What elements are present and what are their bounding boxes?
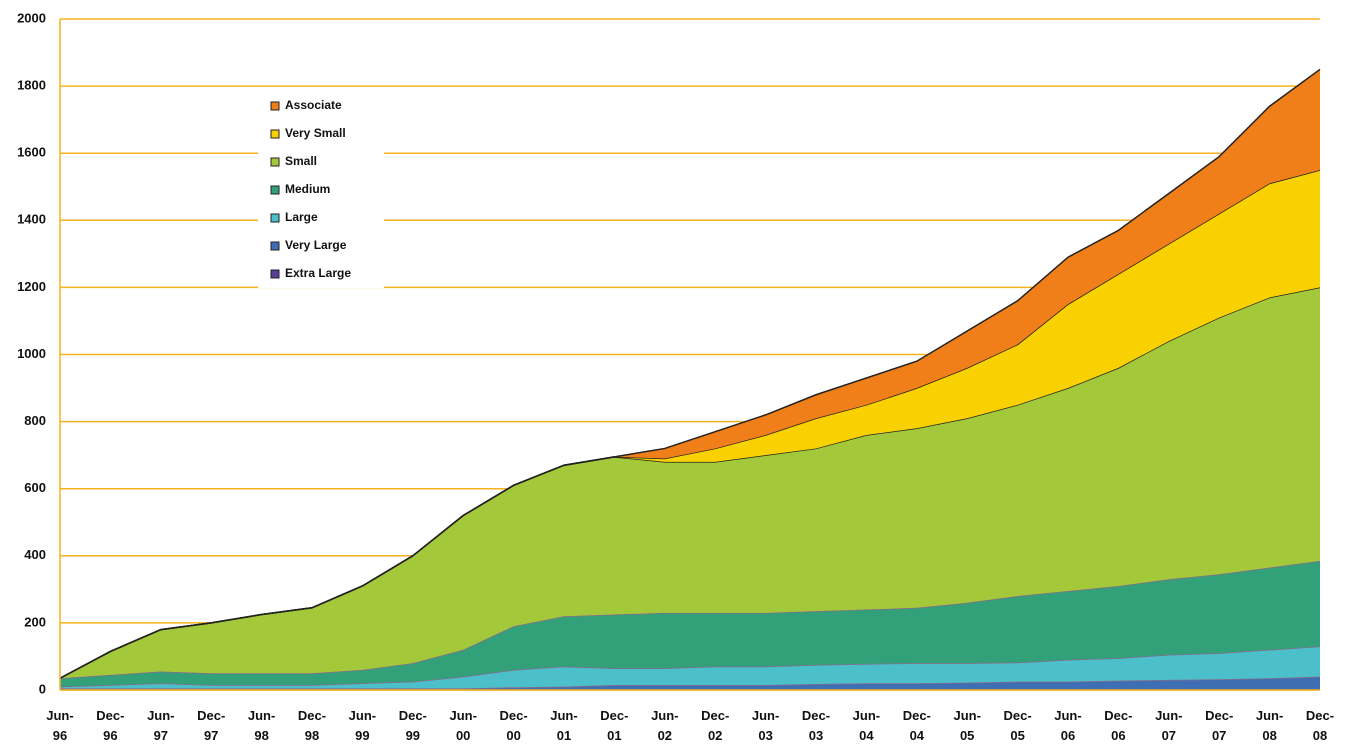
x-tick-label: Dec-98 [298,708,326,743]
legend-swatch [270,185,280,195]
y-tick-label: 0 [39,681,46,696]
x-tick-label: Jun-99 [349,708,376,743]
legend-label: Medium [285,182,330,196]
x-tick-label: Dec-97 [197,708,225,743]
area [60,287,1320,679]
y-tick-label: 1800 [17,78,46,93]
area [60,676,1320,690]
legend-swatch [270,213,280,223]
x-tick-label: Dec-03 [802,708,830,743]
y-tick-label: 400 [24,547,46,562]
x-tick-label: Jun-07 [1155,708,1182,743]
legend-swatch [270,241,280,251]
x-tick-label: Jun-03 [752,708,779,743]
x-tick-label: Dec-05 [1004,708,1032,743]
legend-label: Small [285,154,317,168]
x-tick-label: Dec-02 [701,708,729,743]
area-edge [59,645,1321,688]
y-tick-label: 1000 [17,346,46,361]
y-tick-label: 800 [24,413,46,428]
legend-swatch [270,157,280,167]
y-tick-label: 1400 [17,212,46,227]
x-tick-label: Dec-96 [96,708,124,743]
legend-label: Extra Large [285,266,351,280]
legend-label: Very Small [285,126,346,140]
y-tick-label: 2000 [17,10,46,25]
area [60,560,1320,687]
legend-swatch [270,269,280,279]
y-tick-label: 600 [24,480,46,495]
x-tick-label: Jun-98 [248,708,275,743]
x-tick-label: Dec-06 [1104,708,1132,743]
x-tick-label: Jun-97 [147,708,174,743]
x-tick-label: Jun-01 [550,708,577,743]
x-tick-label: Jun-96 [46,708,73,743]
x-tick-label: Jun-08 [1256,708,1283,743]
legend-label: Associate [285,98,342,112]
legend-label: Very Large [285,238,347,252]
x-tick-label: Jun-05 [953,708,980,743]
x-tick-label: Dec-00 [500,708,528,743]
x-tick-label: Jun-02 [651,708,678,743]
x-tick-label: Dec-99 [399,708,427,743]
legend-label: Large [285,210,318,224]
legend-swatch [270,129,280,139]
y-tick-label: 1200 [17,279,46,294]
x-tick-label: Jun-06 [1054,708,1081,743]
x-tick-label: Jun-04 [853,708,880,743]
y-tick-label: 1600 [17,145,46,160]
x-tick-label: Dec-04 [903,708,931,743]
x-tick-label: Dec-01 [600,708,628,743]
x-tick-label: Dec-08 [1306,708,1334,743]
legend-swatch [270,101,280,111]
y-tick-label: 200 [24,614,46,629]
area-edge [59,68,1321,679]
x-tick-label: Jun-00 [449,708,476,743]
x-tick-label: Dec-07 [1205,708,1233,743]
